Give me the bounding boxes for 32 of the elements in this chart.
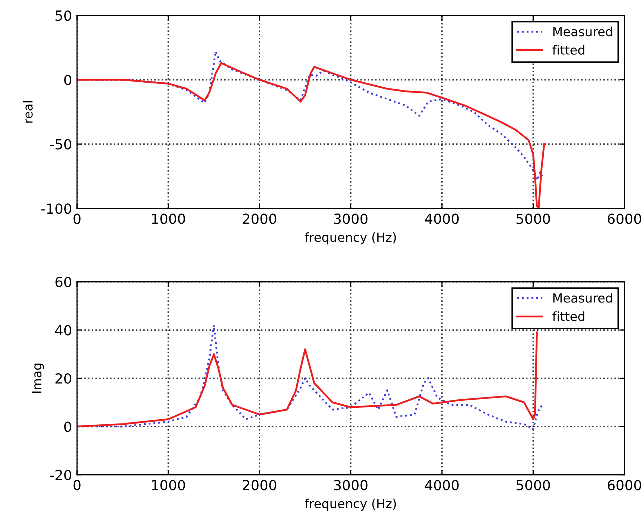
x-tick-label: 5000	[516, 214, 550, 224]
y-axis-title: Imag	[32, 364, 44, 394]
x-tick-label: 3000	[334, 480, 368, 491]
x-tick-label: 2000	[243, 480, 276, 491]
x-tick-label: 5000	[516, 480, 550, 491]
y-tick-label: 40	[55, 325, 72, 336]
legend-label: fitted	[552, 312, 585, 322]
y-axis-title: real	[23, 101, 33, 123]
x-tick-label: 0	[74, 214, 81, 224]
legend-label: fitted	[552, 45, 585, 55]
x-tick-label: 6000	[608, 480, 642, 491]
x-tick-label: 3000	[334, 214, 368, 224]
y-tick-label: -100	[42, 204, 72, 214]
line-series	[77, 62, 546, 209]
x-tick-label: 4000	[425, 480, 459, 491]
y-tick-label: 0	[64, 422, 72, 432]
y-tick-label: -50	[50, 139, 72, 150]
x-tick-label: 2000	[243, 214, 276, 224]
legend-label: Measured	[554, 26, 612, 37]
x-tick-label: 0	[74, 480, 81, 491]
x-axis-title: frequency (Hz)	[305, 498, 396, 511]
y-tick-label: 20	[56, 373, 72, 384]
x-tick-label: 1000	[152, 480, 186, 491]
x-tick-label: 1000	[152, 214, 186, 224]
y-tick-label: -20	[50, 470, 72, 480]
legend-label: Measured	[554, 293, 612, 303]
y-tick-label: 50	[56, 10, 72, 22]
x-tick-label: 4000	[425, 214, 459, 224]
y-tick-label: 0	[64, 74, 72, 86]
x-tick-label: 6000	[608, 214, 642, 224]
y-tick-label: 60	[56, 276, 72, 288]
x-axis-title: frequency (Hz)	[305, 232, 396, 245]
